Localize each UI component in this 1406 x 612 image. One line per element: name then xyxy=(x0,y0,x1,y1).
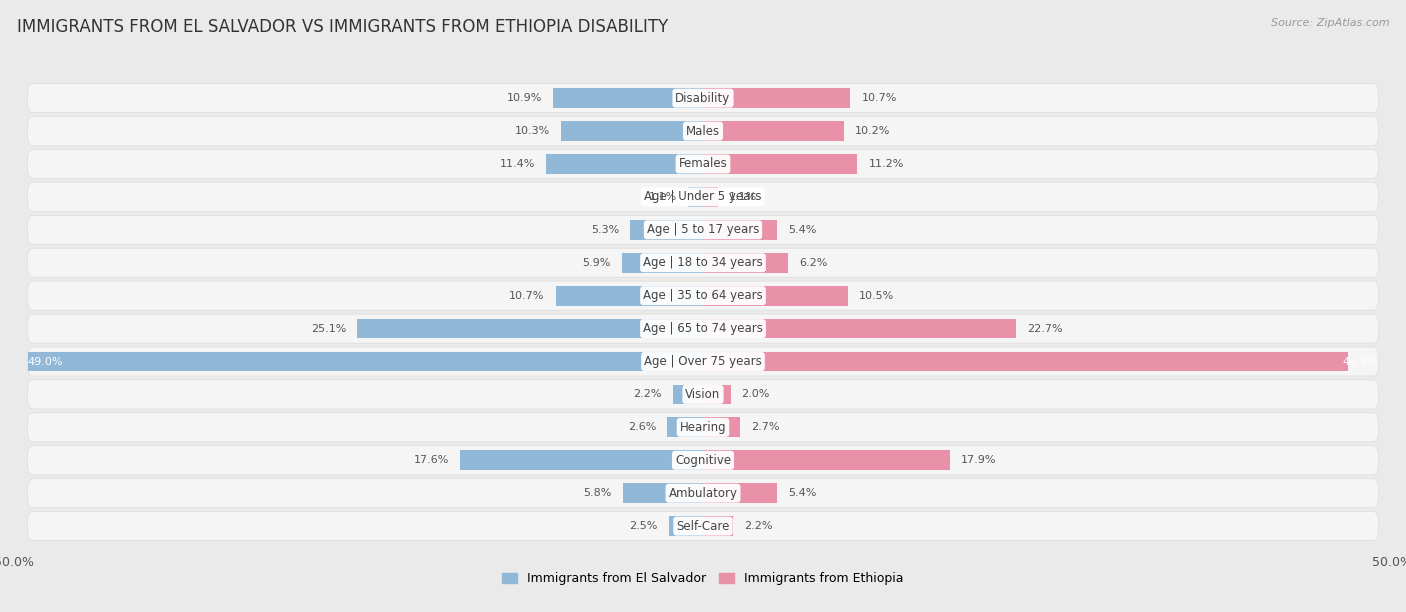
Bar xyxy=(703,450,949,470)
Text: 25.1%: 25.1% xyxy=(311,324,346,334)
Text: 1.1%: 1.1% xyxy=(730,192,758,202)
Text: 17.6%: 17.6% xyxy=(415,455,450,465)
Text: 2.2%: 2.2% xyxy=(633,389,662,400)
Text: 17.9%: 17.9% xyxy=(960,455,997,465)
Text: 10.3%: 10.3% xyxy=(515,126,550,136)
Text: 22.7%: 22.7% xyxy=(1026,324,1063,334)
Bar xyxy=(357,319,703,338)
Bar xyxy=(561,121,703,141)
Text: Vision: Vision xyxy=(685,388,721,401)
Bar xyxy=(703,319,1015,338)
Bar xyxy=(703,220,778,240)
Bar xyxy=(28,352,703,371)
Text: 10.7%: 10.7% xyxy=(509,291,544,300)
Text: 46.8%: 46.8% xyxy=(1343,357,1378,367)
Text: 49.0%: 49.0% xyxy=(28,357,63,367)
FancyBboxPatch shape xyxy=(28,479,1378,508)
FancyBboxPatch shape xyxy=(28,380,1378,409)
FancyBboxPatch shape xyxy=(28,182,1378,211)
Bar xyxy=(668,417,703,437)
Text: Age | Over 75 years: Age | Over 75 years xyxy=(644,355,762,368)
Text: Self-Care: Self-Care xyxy=(676,520,730,532)
Text: 2.2%: 2.2% xyxy=(744,521,773,531)
Text: 11.2%: 11.2% xyxy=(869,159,904,169)
Bar xyxy=(703,517,734,536)
Text: 5.4%: 5.4% xyxy=(789,225,817,235)
FancyBboxPatch shape xyxy=(28,116,1378,146)
FancyBboxPatch shape xyxy=(28,314,1378,343)
Bar xyxy=(703,286,848,305)
FancyBboxPatch shape xyxy=(28,215,1378,244)
Bar xyxy=(703,88,851,108)
Text: IMMIGRANTS FROM EL SALVADOR VS IMMIGRANTS FROM ETHIOPIA DISABILITY: IMMIGRANTS FROM EL SALVADOR VS IMMIGRANT… xyxy=(17,18,668,36)
FancyBboxPatch shape xyxy=(28,413,1378,442)
Text: Ambulatory: Ambulatory xyxy=(668,487,738,499)
FancyBboxPatch shape xyxy=(28,84,1378,113)
Text: Age | 65 to 74 years: Age | 65 to 74 years xyxy=(643,322,763,335)
Bar xyxy=(703,187,718,207)
FancyBboxPatch shape xyxy=(28,446,1378,475)
Text: 10.9%: 10.9% xyxy=(506,93,541,103)
Text: 2.6%: 2.6% xyxy=(627,422,657,432)
Text: 10.5%: 10.5% xyxy=(859,291,894,300)
Text: 2.7%: 2.7% xyxy=(751,422,780,432)
Bar xyxy=(461,450,703,470)
FancyBboxPatch shape xyxy=(28,281,1378,310)
Text: Disability: Disability xyxy=(675,92,731,105)
FancyBboxPatch shape xyxy=(28,347,1378,376)
Bar xyxy=(672,384,703,405)
Text: 5.8%: 5.8% xyxy=(583,488,612,498)
Bar xyxy=(621,253,703,272)
Text: Females: Females xyxy=(679,157,727,171)
FancyBboxPatch shape xyxy=(28,248,1378,277)
Text: 6.2%: 6.2% xyxy=(800,258,828,267)
Bar xyxy=(553,88,703,108)
FancyBboxPatch shape xyxy=(28,512,1378,540)
Text: 10.7%: 10.7% xyxy=(862,93,897,103)
Legend: Immigrants from El Salvador, Immigrants from Ethiopia: Immigrants from El Salvador, Immigrants … xyxy=(502,572,904,585)
Text: 2.5%: 2.5% xyxy=(628,521,658,531)
Bar xyxy=(703,253,789,272)
Text: 1.1%: 1.1% xyxy=(648,192,676,202)
Bar xyxy=(623,483,703,503)
FancyBboxPatch shape xyxy=(28,149,1378,179)
Text: 5.3%: 5.3% xyxy=(591,225,619,235)
Text: 11.4%: 11.4% xyxy=(499,159,534,169)
Text: Males: Males xyxy=(686,125,720,138)
Bar xyxy=(703,483,778,503)
Bar xyxy=(546,154,703,174)
Text: Cognitive: Cognitive xyxy=(675,453,731,467)
Text: Hearing: Hearing xyxy=(679,421,727,434)
Text: 2.0%: 2.0% xyxy=(741,389,770,400)
Text: Age | 5 to 17 years: Age | 5 to 17 years xyxy=(647,223,759,236)
Text: 5.4%: 5.4% xyxy=(789,488,817,498)
Text: 10.2%: 10.2% xyxy=(855,126,890,136)
Bar xyxy=(703,417,740,437)
Text: Source: ZipAtlas.com: Source: ZipAtlas.com xyxy=(1271,18,1389,28)
Bar xyxy=(703,154,858,174)
Bar xyxy=(688,187,703,207)
Bar xyxy=(555,286,703,305)
Bar xyxy=(703,352,1348,371)
Bar xyxy=(703,384,731,405)
Bar xyxy=(669,517,703,536)
Text: Age | 35 to 64 years: Age | 35 to 64 years xyxy=(643,289,763,302)
Text: 5.9%: 5.9% xyxy=(582,258,610,267)
Text: Age | Under 5 years: Age | Under 5 years xyxy=(644,190,762,203)
Bar xyxy=(630,220,703,240)
Text: Age | 18 to 34 years: Age | 18 to 34 years xyxy=(643,256,763,269)
Bar xyxy=(703,121,844,141)
